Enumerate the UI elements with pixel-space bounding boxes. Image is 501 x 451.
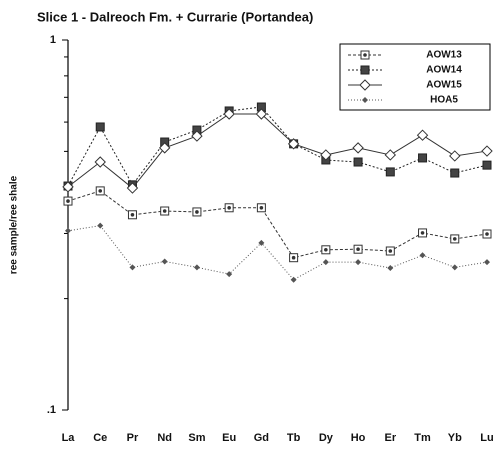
- data-point: [127, 210, 137, 220]
- data-point: [192, 207, 202, 217]
- marker-dot: [356, 247, 360, 252]
- data-point: [419, 252, 426, 259]
- legend: AOW13 AOW14 AOW15 HOA5: [339, 43, 491, 111]
- data-point: [224, 203, 234, 213]
- x-tick-label: Ce: [93, 432, 107, 444]
- data-point: [258, 239, 265, 246]
- data-point: [287, 138, 300, 150]
- marker-dot: [227, 205, 231, 210]
- data-point: [126, 182, 139, 194]
- series-line: [67, 106, 488, 187]
- data-point: [289, 253, 299, 263]
- legend-label: AOW13: [426, 50, 462, 61]
- data-point: [191, 130, 203, 142]
- data-point: [97, 222, 104, 229]
- marker-dot: [66, 199, 70, 203]
- marker-dot: [324, 248, 328, 252]
- data-point: [481, 145, 493, 157]
- x-tick-label: Er: [384, 432, 396, 444]
- data-point: [482, 160, 492, 170]
- data-point: [193, 264, 200, 271]
- legend-marker: [359, 79, 371, 91]
- marker-dot: [130, 212, 135, 217]
- marker-dot: [452, 237, 457, 241]
- data-point: [129, 264, 136, 271]
- legend-marker: [362, 97, 368, 103]
- data-point: [387, 264, 394, 271]
- data-point: [482, 229, 492, 239]
- data-point: [321, 245, 331, 255]
- y-tick-label: 1: [50, 34, 56, 46]
- data-point: [62, 181, 74, 193]
- data-point: [450, 168, 460, 178]
- data-point: [449, 150, 461, 162]
- data-point: [256, 203, 266, 213]
- legend-label: AOW15: [426, 80, 462, 91]
- x-tick-label: Tb: [287, 432, 301, 444]
- series-line: [67, 190, 488, 259]
- legend-marker: [360, 50, 370, 60]
- data-point: [161, 258, 168, 265]
- data-point: [65, 227, 71, 234]
- data-point: [95, 122, 105, 132]
- data-point: [384, 149, 397, 161]
- legend-label: HOA5: [430, 95, 458, 106]
- legend-marker: [360, 65, 370, 75]
- data-point: [320, 149, 332, 161]
- legend-label: AOW14: [426, 65, 462, 76]
- data-point: [353, 157, 363, 167]
- marker-dot: [195, 210, 199, 214]
- data-point: [353, 244, 363, 254]
- data-point: [255, 108, 268, 120]
- data-point: [226, 271, 233, 278]
- data-point: [158, 142, 171, 154]
- data-point: [95, 186, 105, 196]
- data-point: [94, 156, 106, 168]
- data-point: [451, 264, 458, 271]
- marker-dot: [162, 209, 167, 213]
- data-point: [450, 234, 460, 244]
- marker-dot: [98, 189, 103, 193]
- data-point: [385, 167, 395, 177]
- x-tick-label: Eu: [222, 432, 236, 444]
- data-point: [418, 153, 428, 163]
- marker-dot: [420, 231, 425, 235]
- x-tick-label: Dy: [319, 432, 334, 444]
- chart-title: Slice 1 - Dalreoch Fm. + Currarie (Porta…: [37, 9, 313, 24]
- x-tick-label: Pr: [127, 432, 139, 444]
- data-point: [355, 259, 362, 266]
- data-point: [290, 276, 297, 283]
- data-point: [352, 142, 364, 154]
- data-point: [418, 228, 428, 238]
- x-tick-label: Nd: [157, 432, 172, 444]
- x-tick-label: Tm: [414, 432, 431, 444]
- data-point: [63, 196, 73, 206]
- x-tick-label: Sm: [188, 432, 205, 444]
- data-point: [484, 259, 490, 266]
- data-point: [223, 108, 235, 120]
- marker-dot: [259, 205, 264, 210]
- marker-dot: [291, 255, 296, 260]
- x-tick-label: Gd: [254, 432, 269, 444]
- y-tick-label: .1: [47, 404, 56, 416]
- series-line: [67, 113, 488, 189]
- x-tick-label: Ho: [351, 432, 366, 444]
- data-point: [416, 129, 429, 141]
- marker-dot: [485, 232, 489, 236]
- series-line: [67, 225, 488, 281]
- x-tick-label: La: [62, 432, 76, 444]
- data-point: [160, 206, 170, 216]
- y-axis-label: ree sample/ree shale: [9, 175, 20, 274]
- x-tick-label: Lu: [480, 432, 493, 444]
- x-tick-label: Yb: [448, 432, 462, 444]
- marker-dot: [363, 53, 367, 57]
- data-point: [385, 246, 395, 256]
- marker-dot: [388, 249, 393, 253]
- data-point: [322, 259, 329, 266]
